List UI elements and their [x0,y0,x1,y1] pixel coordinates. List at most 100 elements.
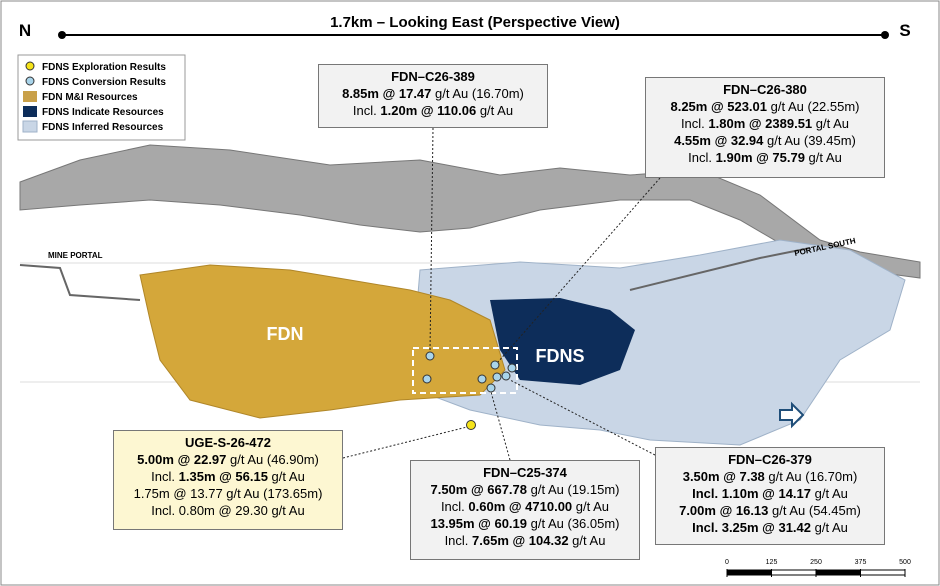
callout-title: FDN–C25-374 [483,465,567,480]
south: S [899,21,910,40]
callout-line: Incl. 1.10m @ 14.17 g/t Au [656,485,884,502]
callout-text: g/t Au (39.45m) [763,133,856,148]
callout-text: 1.80m @ 2389.51 [708,116,813,131]
scale-label: 500 [899,559,911,566]
callout-text: Incl. [151,469,179,484]
callout-text: 1.90m @ 75.79 [715,150,805,165]
callout-text: 0.60m @ 4710.00 [468,499,573,514]
legend-box [17,54,186,141]
fdn-label: FDN [267,324,304,344]
leader [342,426,468,459]
scale-label: 0 [725,559,729,566]
leader [429,127,434,353]
callout-text: 13.95m @ 60.19 [430,516,528,531]
callout-line: Incl. 1.20m @ 110.06 g/t Au [319,102,547,119]
callout-text: 8.25m @ 523.01 [670,99,768,114]
callout-line: 7.50m @ 667.78 g/t Au (19.15m) [411,481,639,498]
legend-swatch [23,91,37,102]
callout-text: g/t Au [476,103,514,118]
scale-label: 250 [810,559,822,566]
callout-line: Incl. 1.35m @ 56.15 g/t Au [114,468,342,485]
callout-text: g/t Au [811,486,848,501]
callout: FDN–C26-389 8.85m @ 17.47 g/t Au (16.70m)… [318,64,548,128]
callout-line: 7.00m @ 16.13 g/t Au (54.45m) [656,502,884,519]
focus-box [412,347,518,394]
legend-label: FDN M&I Resources [42,92,138,103]
legend-swatch [25,76,35,86]
callout-text: g/t Au [568,533,606,548]
scale-segment [771,569,817,576]
callout-text: 8.85m @ 17.47 [342,86,432,101]
legend-swatch [23,106,37,117]
legend-swatch [22,120,38,133]
callout-text: 1.35m @ 56.15 [178,469,268,484]
callout-line: 3.50m @ 7.38 g/t Au (16.70m) [656,468,884,485]
mine-portal-label: MINE PORTAL [48,251,103,260]
legend-label: FDNS Conversion Results [42,77,166,88]
mine-portal-ramp [19,264,141,301]
callout-text: g/t Au (16.70m) [431,86,524,101]
hole [507,363,517,373]
scale-segment [815,569,861,576]
portal-south-ramp [629,247,811,291]
callout-text: 7.65m @ 104.32 [472,533,569,548]
callout-text: g/t Au (22.55m) [767,99,860,114]
callout-text: g/t Au (54.45m) [768,503,861,518]
callout-text: 3.50m @ 7.38 [682,469,765,484]
end-dot [58,31,66,39]
title-bg [330,12,620,32]
legend-label: FDNS Indicate Resources [42,107,164,118]
callout-title: FDN–C26-389 [391,69,475,84]
direction-arrow [779,401,805,429]
callout-text: 1.20m @ 110.06 [380,103,477,118]
legend-label: FDNS Inferred Resources [42,122,164,133]
callout-title: UGE-S-26-472 [185,435,271,450]
legend-label: FDNS Exploration Results [42,62,166,73]
callout: FDN–C25-374 7.50m @ 667.78 g/t Au (19.15m… [410,460,640,560]
callout-text: g/t Au [572,499,610,514]
callout-line: 8.25m @ 523.01 g/t Au (22.55m) [646,98,884,115]
scale-segment [726,569,772,576]
fdns-label: FDNS [536,346,585,366]
callout-text: Incl. [688,150,716,165]
leaders [342,127,661,461]
callout-text: 5.00m @ 22.97 [137,452,227,467]
callout-title: FDN–C26-380 [723,82,807,97]
callout: FDN–C26-380 8.25m @ 523.01 g/t Au (22.55m… [645,77,885,178]
hole [422,374,432,384]
callout-line: 4.55m @ 32.94 g/t Au (39.45m) [646,132,884,149]
scale-label: 375 [855,559,867,566]
callout-text: Incl. [352,103,381,118]
callout-text: g/t Au [812,116,850,131]
callout-line: Incl. 3.25m @ 31.42 g/t Au [656,519,884,536]
leader [509,379,656,456]
callout-text: 7.50m @ 667.78 [430,482,528,497]
callout-line: 5.00m @ 22.97 g/t Au (46.90m) [114,451,342,468]
hole [492,372,502,382]
callout-line: Incl. 0.80m @ 29.30 g/t Au [114,502,342,519]
callout-text: Incl. [440,499,469,514]
leader [497,177,661,363]
callout-text: g/t Au [267,469,305,484]
callout-text: 4.55m @ 32.94 [674,133,764,148]
callout-text: g/t Au [804,150,842,165]
callout-line: 1.75m @ 13.77 g/t Au (173.65m) [114,485,342,502]
callout-line: 8.85m @ 17.47 g/t Au (16.70m) [319,85,547,102]
end-dot [881,31,889,39]
callout-text: g/t Au (19.15m) [527,482,620,497]
callout-line: Incl. 1.90m @ 75.79 g/t Au [646,149,884,166]
title: 1.7km – Looking East (Perspective View) [330,14,620,31]
callout-text: g/t Au (16.70m) [764,469,858,484]
callout-line: 13.95m @ 60.19 g/t Au (36.05m) [411,515,639,532]
indicated-resources [490,298,635,385]
callout-line: Incl. 1.80m @ 2389.51 g/t Au [646,115,884,132]
exploration-hole [466,420,476,430]
hole [477,374,487,384]
callout-line: Incl. 7.65m @ 104.32 g/t Au [411,532,639,549]
mi-resources [139,264,506,419]
conversion-holes [422,351,517,393]
callout-title: FDN–C26-379 [728,452,812,467]
